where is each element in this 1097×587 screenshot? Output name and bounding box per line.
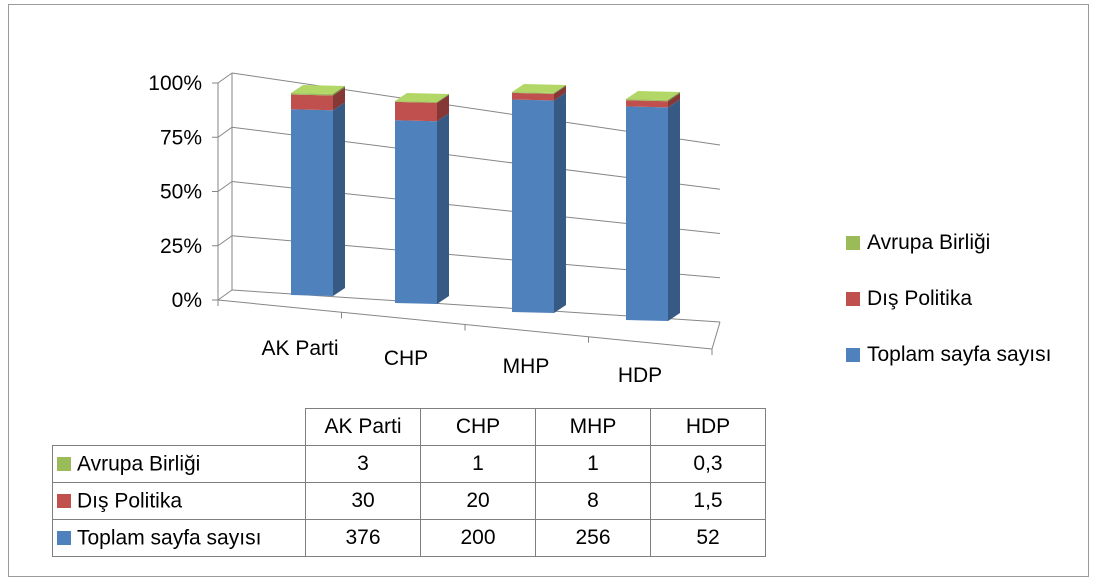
- bar-segment-side: [668, 99, 680, 322]
- bar-top-face: [626, 91, 680, 100]
- table-cell: 1: [535, 445, 651, 483]
- legend-label: Dış Politika: [867, 287, 973, 310]
- bar-segment-side: [554, 92, 566, 313]
- axis-labels: 0% 25% 50% 75% 100% AK Parti CHP MHP HDP: [148, 72, 662, 387]
- table-row: Toplam sayfa sayısı 376 200 256 52: [52, 519, 766, 557]
- table-corner: [52, 408, 306, 446]
- legend-swatch: [846, 348, 860, 362]
- table-row-header: Dış Politika: [52, 482, 306, 520]
- table-swatch: [57, 494, 71, 509]
- table-row-label: Dış Politika: [77, 489, 183, 513]
- table-header-cell: AK Parti: [305, 408, 421, 446]
- y-tick-label: 25%: [160, 235, 202, 258]
- table-cell: 376: [305, 519, 421, 557]
- table-cell: 256: [535, 519, 651, 557]
- gridline-side: [217, 72, 233, 84]
- bar-segment: [395, 120, 437, 304]
- table-cell: 8: [535, 482, 651, 520]
- bar-stack: [395, 93, 449, 304]
- bar-segment-side: [437, 94, 449, 122]
- data-table: AK Parti CHP MHP HDP Avrupa Birliği 3 1 …: [52, 408, 766, 557]
- table-cell: 1: [420, 445, 536, 483]
- bar-top-face: [512, 84, 566, 93]
- gridline-side: [217, 181, 233, 192]
- table-row-label: Toplam sayfa sayısı: [77, 526, 262, 550]
- gridline-side: [217, 126, 233, 138]
- x-tick-label: HDP: [618, 364, 662, 387]
- legend-item-toplam-sayfa: Toplam sayfa sayısı: [846, 342, 1051, 368]
- x-tick-label: CHP: [384, 347, 428, 370]
- table-header-cell: CHP: [420, 408, 536, 446]
- bar-segment: [395, 101, 437, 103]
- table-header-cell: MHP: [535, 408, 651, 446]
- y-tick-label: 0%: [172, 289, 202, 312]
- bar-segment-side: [668, 93, 680, 108]
- bar-segment-side: [554, 85, 566, 101]
- legend-swatch: [846, 236, 860, 250]
- bar-segment: [512, 99, 554, 313]
- table-header-cell: HDP: [650, 408, 766, 446]
- table-cell: 20: [420, 482, 536, 520]
- table-cell: 30: [305, 482, 421, 520]
- bar-segment: [291, 109, 333, 297]
- x-tick-label: MHP: [503, 355, 550, 378]
- gridline-side: [217, 235, 233, 247]
- bar-segment: [395, 101, 437, 122]
- bar-segment-side: [437, 94, 449, 103]
- legend-item-dis-politika: Dış Politika: [846, 286, 1051, 312]
- table-cell: 0,3: [650, 445, 766, 483]
- bar-segment-side: [333, 87, 345, 111]
- table-cell: 200: [420, 519, 536, 557]
- bar-top-face: [291, 85, 345, 94]
- bar-segment-side: [333, 86, 345, 96]
- legend-label: Avrupa Birliği: [867, 231, 991, 254]
- table-cell: 1,5: [650, 482, 766, 520]
- floor-edge: [711, 321, 721, 350]
- bar-segment-side: [437, 113, 449, 304]
- legend: Avrupa Birliği Dış Politika Toplam sayfa…: [846, 230, 1051, 398]
- table-row: Dış Politika 30 20 8 1,5: [52, 482, 766, 520]
- table-cell: 3: [305, 445, 421, 483]
- bar-segment: [291, 93, 333, 96]
- table-row-header: Avrupa Birliği: [52, 445, 306, 483]
- table-row-label: Avrupa Birliği: [77, 452, 201, 476]
- legend-swatch: [846, 292, 860, 306]
- table-header-row: AK Parti CHP MHP HDP: [52, 408, 766, 446]
- bar-segment-side: [554, 85, 566, 94]
- bar-segment: [512, 92, 554, 94]
- bar-top-face: [395, 93, 449, 102]
- y-tick-label: 50%: [160, 181, 202, 204]
- table-cell: 52: [650, 519, 766, 557]
- legend-label: Toplam sayfa sayısı: [867, 343, 1052, 366]
- table-swatch: [57, 457, 71, 472]
- bar-stack: [512, 84, 566, 313]
- bar-stack: [291, 85, 345, 297]
- bar-segment: [626, 106, 668, 322]
- bar-segment: [626, 99, 668, 102]
- bar-segment: [512, 92, 554, 101]
- y-tick-label: 100%: [148, 72, 202, 95]
- gridline-side: [217, 289, 233, 301]
- bars: [291, 84, 680, 322]
- bar-segment-side: [668, 92, 680, 102]
- legend-item-avrupa-birligi: Avrupa Birliği: [846, 230, 1051, 256]
- bar-segment-side: [333, 102, 345, 297]
- table-row-header: Toplam sayfa sayısı: [52, 519, 306, 557]
- bar-segment: [291, 94, 333, 111]
- y-tick-label: 75%: [160, 126, 202, 149]
- table-swatch: [57, 531, 71, 546]
- table-row: Avrupa Birliği 3 1 1 0,3: [52, 445, 766, 483]
- bar-stack: [626, 91, 680, 322]
- bar-segment: [626, 100, 668, 108]
- x-tick-label: AK Parti: [261, 337, 338, 360]
